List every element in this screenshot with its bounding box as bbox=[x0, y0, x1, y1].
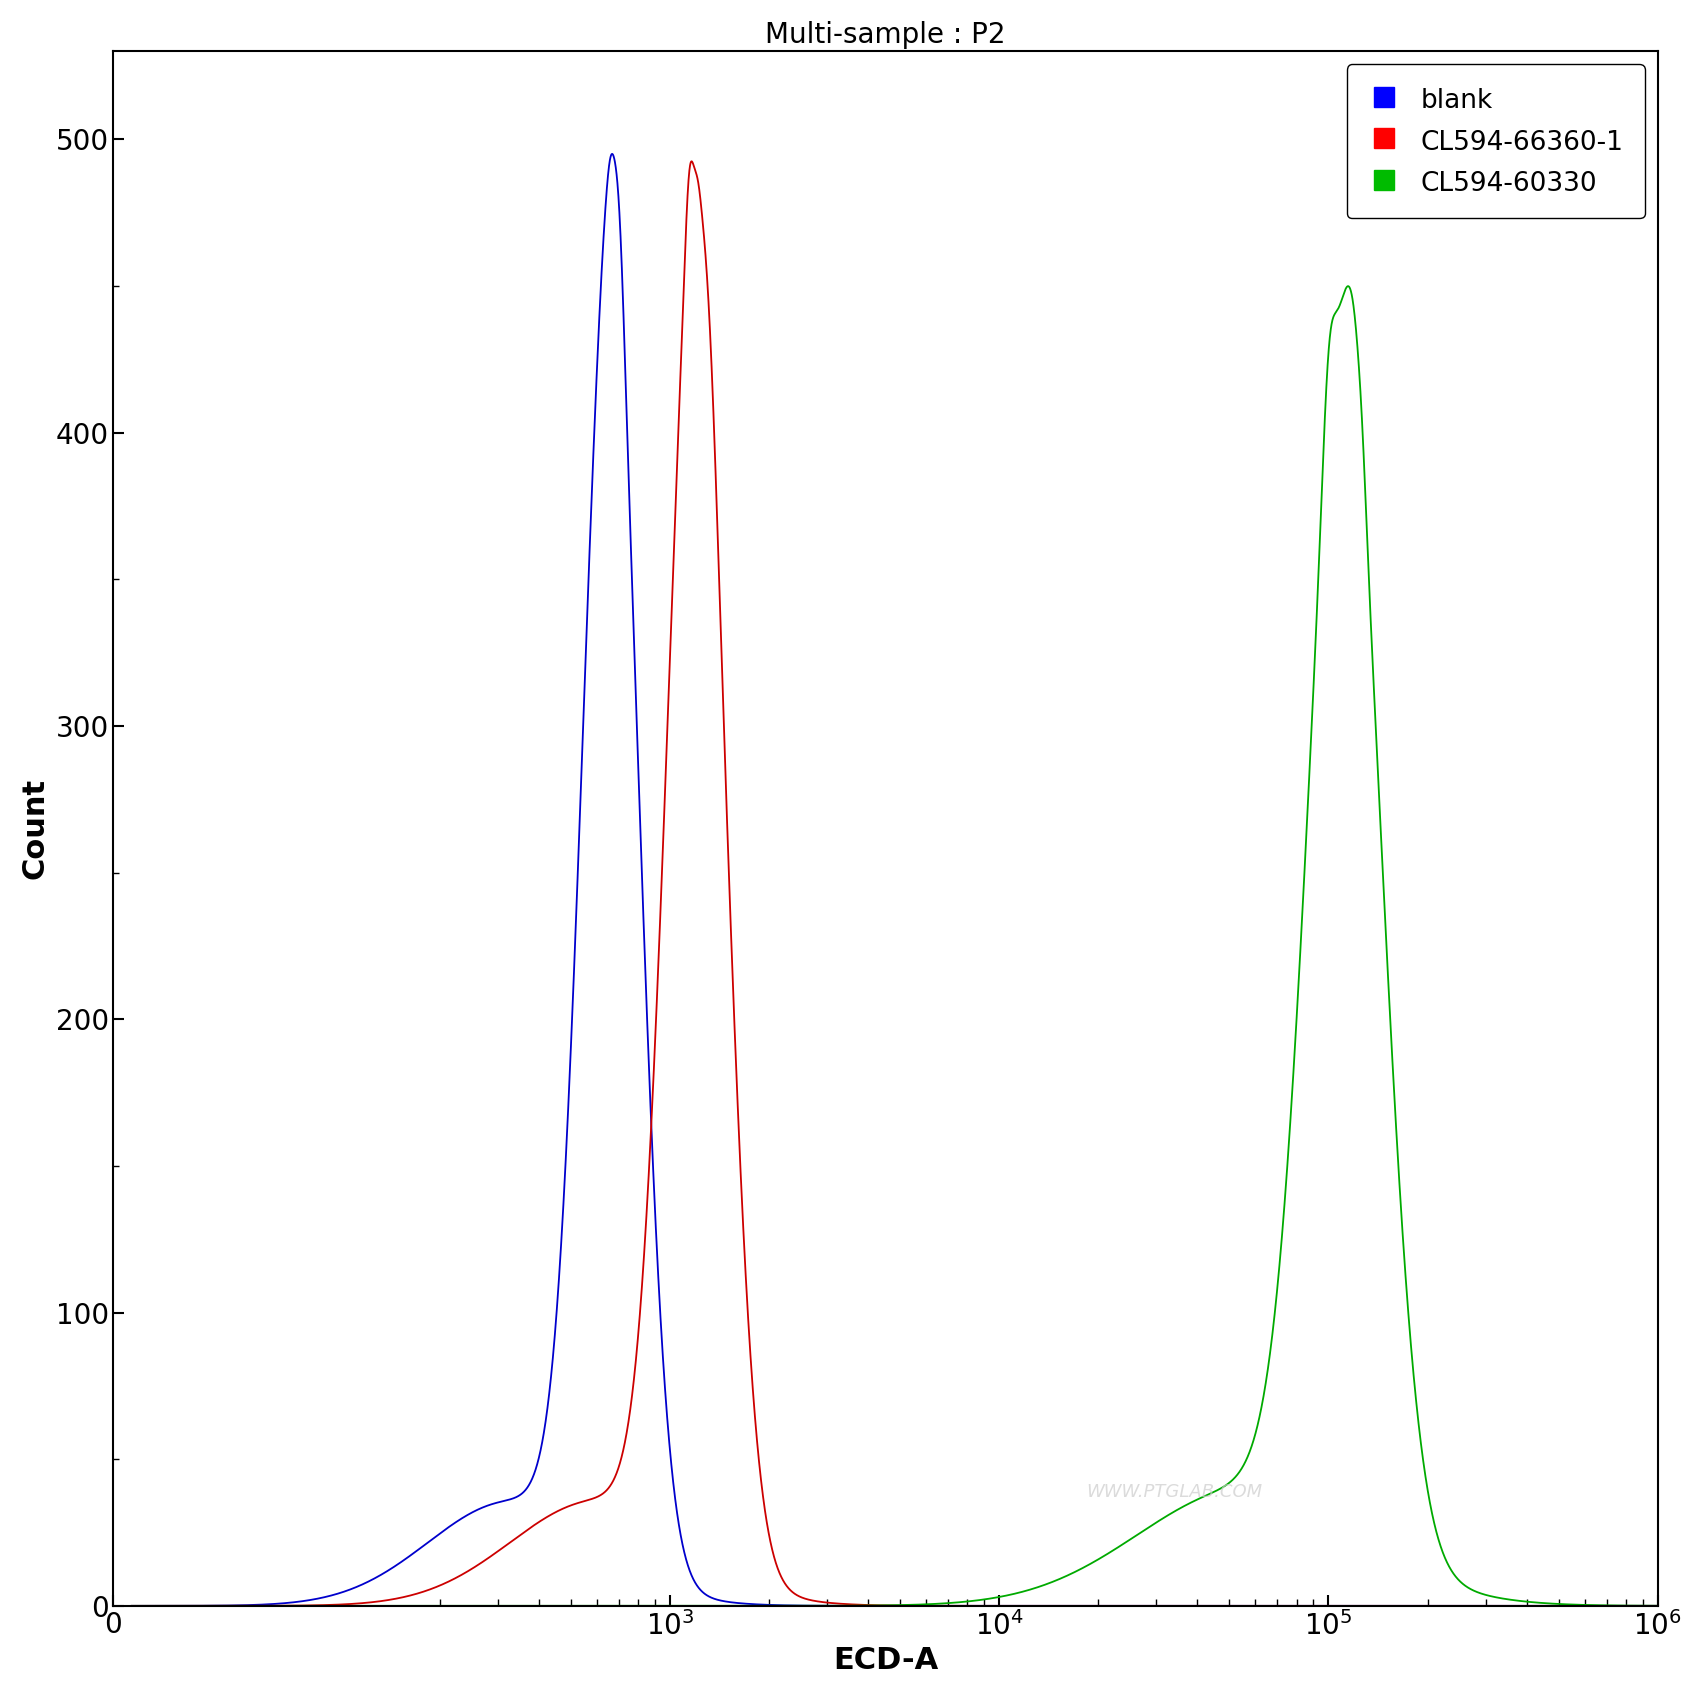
blank bbox=[140, 1596, 160, 1616]
Legend: blank, CL594-66360-1, CL594-60330: blank, CL594-66360-1, CL594-60330 bbox=[1347, 64, 1645, 219]
CL594-66360-1 bbox=[324, 1594, 344, 1615]
CL594-60330 bbox=[123, 1596, 143, 1616]
CL594-60330 bbox=[324, 1596, 344, 1616]
blank bbox=[121, 1596, 141, 1616]
CL594-60330 bbox=[121, 1596, 141, 1616]
Text: WWW.PTGLAB.COM: WWW.PTGLAB.COM bbox=[1087, 1482, 1262, 1501]
blank bbox=[1647, 1596, 1667, 1616]
X-axis label: ECD-A: ECD-A bbox=[833, 1647, 938, 1676]
Line: CL594-66360-1: CL594-66360-1 bbox=[131, 161, 1657, 1606]
CL594-60330 bbox=[1339, 276, 1359, 297]
blank bbox=[806, 1596, 826, 1616]
Line: blank: blank bbox=[131, 154, 1657, 1606]
CL594-66360-1 bbox=[1647, 1596, 1667, 1616]
Y-axis label: Count: Count bbox=[20, 778, 49, 879]
CL594-66360-1 bbox=[121, 1596, 141, 1616]
CL594-66360-1 bbox=[681, 151, 702, 171]
CL594-60330 bbox=[1560, 1594, 1580, 1615]
blank bbox=[123, 1596, 143, 1616]
CL594-66360-1 bbox=[140, 1596, 160, 1616]
Title: Multi-sample : P2: Multi-sample : P2 bbox=[765, 20, 1006, 49]
CL594-60330 bbox=[1647, 1596, 1667, 1616]
CL594-60330 bbox=[806, 1596, 826, 1616]
CL594-60330 bbox=[140, 1596, 160, 1616]
CL594-66360-1 bbox=[123, 1596, 143, 1616]
CL594-66360-1 bbox=[806, 1591, 826, 1611]
CL594-66360-1 bbox=[1560, 1596, 1580, 1616]
CL594-60330 bbox=[133, 1596, 153, 1616]
blank bbox=[133, 1596, 153, 1616]
CL594-66360-1 bbox=[133, 1596, 153, 1616]
blank bbox=[324, 1584, 344, 1604]
Line: CL594-60330: CL594-60330 bbox=[131, 287, 1657, 1606]
blank bbox=[1560, 1596, 1580, 1616]
blank bbox=[601, 144, 622, 165]
